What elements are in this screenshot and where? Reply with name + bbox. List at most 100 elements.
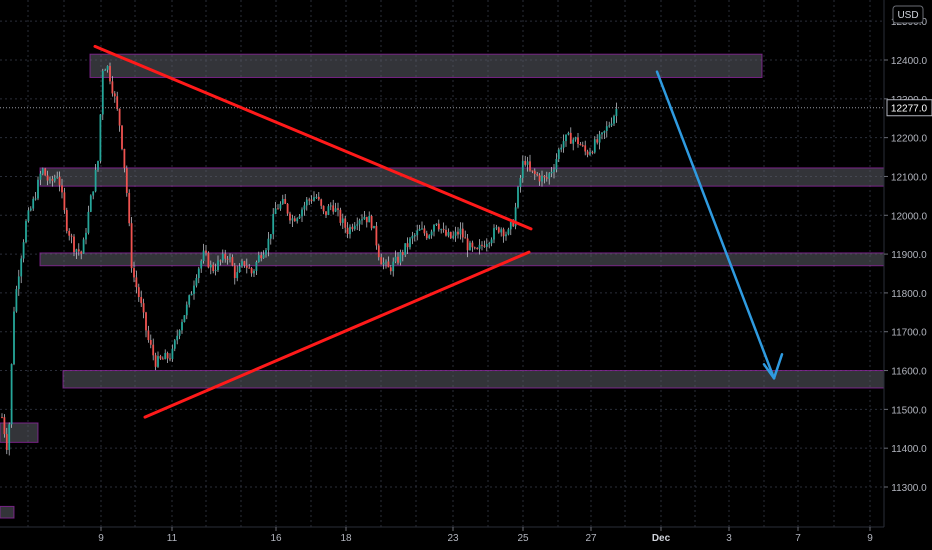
- candle-body-10: [25, 221, 27, 243]
- projection-arrow-head[interactable]: [762, 353, 784, 380]
- candle-body-73: [176, 335, 179, 341]
- candle-body-145: [349, 226, 351, 235]
- candle-body-93: [224, 253, 227, 259]
- candle-body-182: [437, 223, 440, 230]
- candle-body-8: [20, 258, 23, 277]
- candle-body-157: [377, 245, 380, 258]
- candle-body-53: [128, 192, 131, 224]
- candle-body-36: [87, 211, 90, 233]
- projection-arrow-shaft[interactable]: [655, 70, 776, 380]
- candle-body-132: [317, 196, 320, 200]
- candle-body-84: [202, 250, 205, 261]
- trend-drawings[interactable]: [93, 44, 784, 419]
- last-price-value: 12277.0: [891, 104, 928, 115]
- candle-body-192: [461, 228, 464, 238]
- candle-body-169: [406, 243, 409, 248]
- candle-body-210: [505, 234, 507, 237]
- candle-body-71: [171, 348, 174, 360]
- triangle-upper-trendline[interactable]: [93, 44, 533, 231]
- candle-body-191: [459, 228, 462, 235]
- candle-body-137: [329, 205, 332, 207]
- candle-body-220: [529, 161, 531, 171]
- candle-body-106: [255, 262, 258, 271]
- candle-body-235: [565, 134, 567, 142]
- candle-body-256: [615, 108, 618, 117]
- x-axis-ticks[interactable]: 9 11 16 18 23 25 27 Dec 3 7 9: [98, 527, 873, 544]
- candle-body-205: [493, 228, 495, 240]
- candle-body-57: [137, 287, 140, 297]
- candle-body-108: [260, 255, 263, 259]
- y-tick-label-3: 12100.0: [891, 172, 928, 183]
- candle-body-164: [394, 256, 397, 262]
- candle-body-20: [49, 178, 51, 181]
- candle-body-199: [478, 244, 481, 249]
- triangle-lower-trendline[interactable]: [143, 250, 531, 419]
- candle-body-77: [185, 304, 188, 316]
- candle-body-243: [584, 145, 587, 152]
- candle-body-154: [370, 216, 373, 229]
- candle-body-16: [39, 173, 42, 180]
- candle-body-99: [238, 266, 241, 273]
- candle-body-49: [118, 108, 121, 126]
- zone-12100[interactable]: [39, 167, 885, 187]
- candle-body-61: [147, 330, 150, 341]
- candle-body-91: [219, 260, 222, 262]
- candle-body-41: [99, 114, 102, 161]
- candle-body-58: [140, 296, 143, 304]
- candle-body-212: [509, 221, 512, 230]
- x-tick-label-10: 9: [867, 533, 873, 544]
- candle-body-181: [435, 223, 438, 225]
- candle-body-12: [29, 208, 32, 211]
- candle-body-82: [197, 268, 200, 279]
- candle-body-117: [281, 198, 284, 204]
- candle-body-98: [236, 272, 239, 279]
- candle-body-123: [296, 218, 299, 222]
- candle-body-35: [85, 232, 87, 240]
- candle-body-89: [214, 270, 217, 272]
- candle-body-70: [169, 358, 171, 360]
- resistance-zone-top[interactable]: [89, 53, 763, 78]
- currency-button[interactable]: USD: [892, 5, 924, 24]
- candle-body-170: [409, 238, 411, 248]
- y-tick-label-6: 11800.0: [891, 289, 927, 300]
- candle-body-21: [51, 178, 54, 181]
- candle-body-28: [68, 230, 71, 236]
- y-tick-label-0: 12400.0: [891, 56, 928, 67]
- candle-body-231: [555, 158, 558, 170]
- zone-11900[interactable]: [39, 252, 885, 267]
- y-tick-label-10: 11400.0: [891, 444, 927, 455]
- candle-body-72: [173, 340, 176, 349]
- candle-body-228: [548, 173, 551, 179]
- candle-body-64: [154, 355, 157, 367]
- candle-body-56: [135, 277, 138, 288]
- candle-body-34: [82, 239, 85, 254]
- candle-body-139: [334, 208, 337, 212]
- zone-11400[interactable]: [0, 422, 39, 443]
- candle-body-47: [113, 93, 116, 97]
- candle-body-100: [241, 261, 243, 267]
- candle-body-209: [502, 229, 505, 237]
- candle-body-121: [291, 218, 294, 221]
- x-tick-label-7: Dec: [652, 533, 671, 544]
- candle-body-232: [557, 149, 560, 159]
- candle-body-130: [313, 197, 315, 201]
- candle-body-22: [53, 177, 56, 181]
- candle-body-0: [1, 417, 3, 419]
- candle-body-225: [541, 175, 543, 182]
- candle-body-81: [195, 278, 198, 286]
- y-tick-label-4: 12000.0: [891, 211, 928, 222]
- y-tick-label-7: 11700.0: [891, 328, 927, 339]
- x-tick-label-1: 11: [167, 533, 178, 544]
- candle-body-214: [514, 207, 517, 227]
- candle-body-87: [209, 264, 212, 268]
- candle-body-138: [332, 205, 335, 212]
- candle-body-226: [543, 175, 546, 178]
- zone-11575[interactable]: [62, 370, 885, 389]
- candle-body-80: [193, 285, 195, 294]
- candle-body-110: [265, 250, 267, 255]
- candle-body-33: [80, 251, 83, 254]
- candle-body-122: [293, 218, 296, 222]
- zone-11250[interactable]: [0, 505, 15, 519]
- candle-body-146: [351, 226, 354, 230]
